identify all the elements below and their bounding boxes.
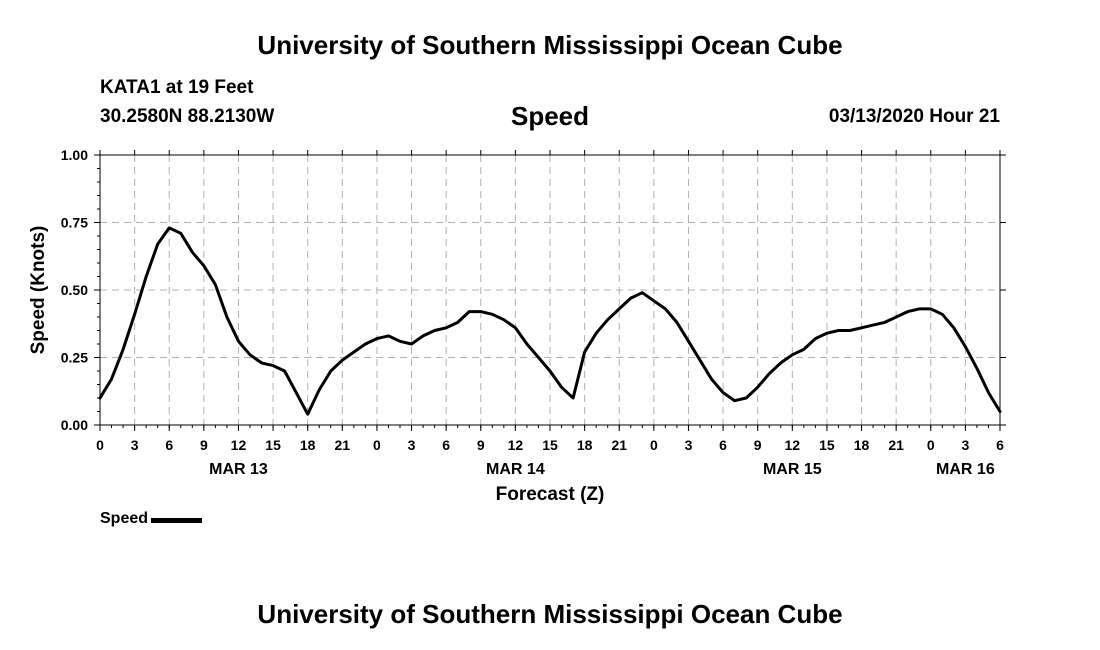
page-title: University of Southern Mississippi Ocean… (257, 30, 843, 60)
x-tick-label: 21 (888, 437, 904, 453)
chart-series (98, 226, 1002, 416)
x-tick-label: 18 (854, 437, 870, 453)
chart-title: Speed (510, 101, 590, 131)
x-tick-label: 6 (719, 437, 727, 453)
x-tick-label: 15 (265, 437, 281, 453)
chart-labels: 0.00 0.25 0.50 0.75 1.00 0 3 6 9 12 15 18 21 0 3 6 9 12 15… (28, 147, 1004, 505)
x-tick-label: 3 (408, 437, 416, 453)
chart-axes (94, 150, 1006, 431)
y-tick-label: 0.50 (61, 282, 88, 298)
plot-frame (99, 154, 1001, 426)
x-tick-label: 18 (577, 437, 593, 453)
x-tick-label: 3 (685, 437, 693, 453)
x-tick-label: 0 (927, 437, 935, 453)
x-tick-label: 12 (231, 437, 247, 453)
legend-label: Speed (100, 510, 149, 527)
y-tick-label: 0.25 (61, 350, 88, 366)
y-tick-label: 0.75 (61, 215, 88, 231)
chart-grid (100, 155, 1000, 425)
station-label: KATA1 at 19 Feet (100, 77, 254, 98)
x-tick-label: 15 (819, 437, 835, 453)
x-tick-label: 0 (373, 437, 381, 453)
station-coordinates: 30.2580N 88.2130W (100, 106, 275, 127)
x-tick-label: 9 (754, 437, 762, 453)
x-tick-label: 6 (996, 437, 1004, 453)
day-label: MAR 15 (763, 461, 822, 478)
chart-legend: Speed (100, 510, 203, 528)
x-axis-title: Forecast (Z) (496, 484, 605, 505)
day-label: MAR 13 (209, 461, 268, 478)
x-tick-label: 3 (131, 437, 139, 453)
x-tick-label: 3 (961, 437, 969, 453)
x-tick-label: 21 (611, 437, 627, 453)
forecast-timestamp: 03/13/2020 Hour 21 (828, 106, 1000, 127)
y-tick-label: 0.00 (61, 417, 88, 433)
x-tick-label: 15 (542, 437, 558, 453)
x-tick-label: 12 (785, 437, 801, 453)
x-tick-label: 9 (200, 437, 208, 453)
legend-swatch (151, 518, 203, 523)
x-tick-label: 0 (96, 437, 104, 453)
x-tick-label: 9 (477, 437, 485, 453)
day-label: MAR 16 (936, 461, 995, 478)
x-tick-label: 6 (442, 437, 450, 453)
x-tick-label: 6 (165, 437, 173, 453)
x-tick-label: 12 (508, 437, 524, 453)
series-line-speed (98, 226, 1002, 416)
footer-title: University of Southern Mississippi Ocean… (257, 599, 843, 629)
x-tick-label: 21 (335, 437, 351, 453)
y-axis-title: Speed (Knots) (28, 226, 49, 355)
y-tick-label: 1.00 (61, 147, 88, 163)
x-tick-label: 18 (300, 437, 316, 453)
x-tick-label: 0 (650, 437, 658, 453)
day-label: MAR 14 (486, 461, 545, 478)
